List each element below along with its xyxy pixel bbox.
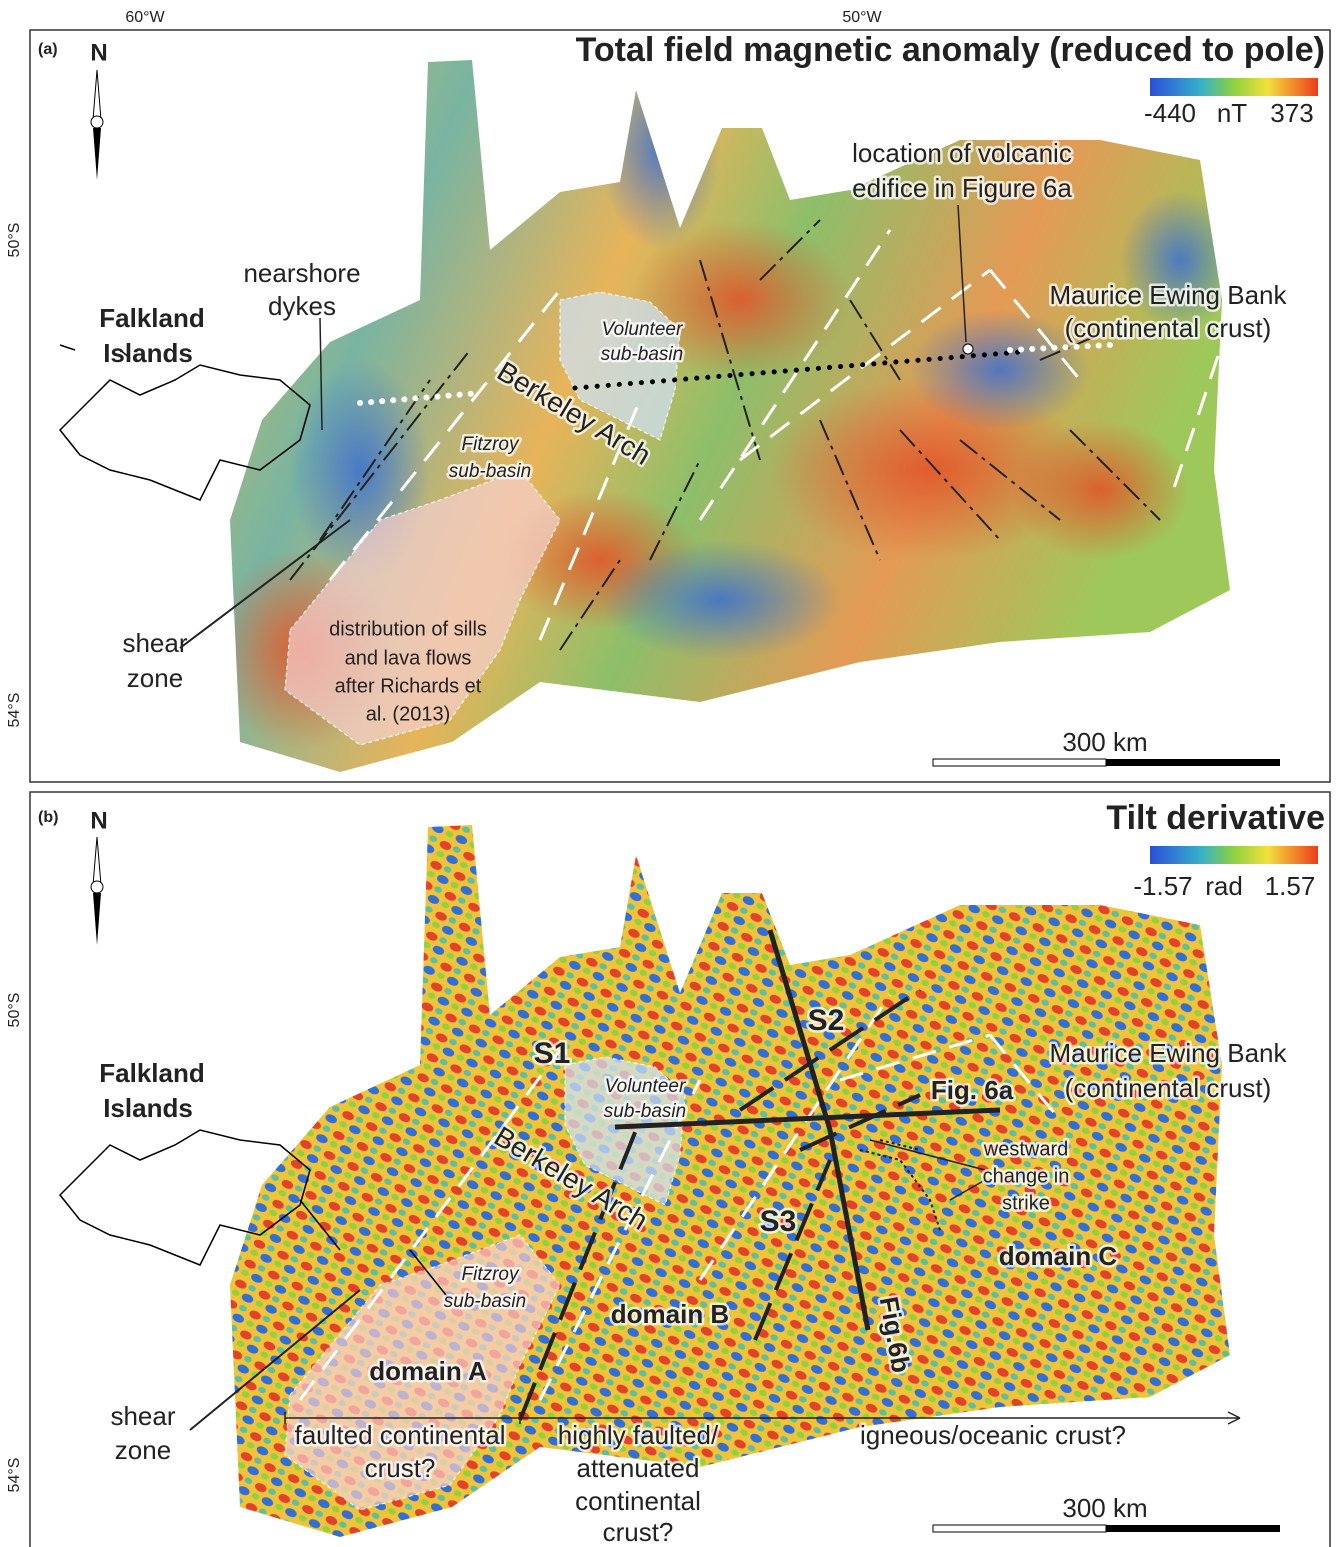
- colorbar-max: 373: [1270, 98, 1313, 128]
- annotation: crust?: [365, 1453, 436, 1483]
- anomaly-map: [1010, 420, 1190, 560]
- annotation: Volunteer: [605, 1076, 686, 1097]
- annotation: strike: [1002, 1192, 1050, 1214]
- annotation: crust?: [603, 1517, 674, 1547]
- north-arrow: [91, 116, 103, 128]
- segment-label: S1: [534, 1037, 571, 1070]
- annotation: zone: [127, 663, 183, 693]
- colorbar-min: -440: [1144, 98, 1196, 128]
- annotation: zone: [115, 1435, 171, 1465]
- annotation: shear: [122, 628, 187, 658]
- annotation: change in: [983, 1165, 1070, 1187]
- scale-bar: [933, 1525, 1106, 1532]
- figure: 60°W 50°W 50°S 54°S 50°S 54°S (a) N Tota…: [0, 0, 1338, 1547]
- annotation: Volunteer: [602, 319, 683, 340]
- annotation: Maurice Ewing Bank: [1050, 280, 1288, 310]
- panel-a: (a) N Total field magnetic anomaly (redu…: [30, 30, 1330, 782]
- annotation: al. (2013): [366, 703, 451, 725]
- annotation: Fitzroy: [462, 434, 521, 455]
- profile-label: Fig. 6a: [931, 1075, 1014, 1105]
- annotation: Fitzroy: [462, 1264, 521, 1285]
- panel-b: (b) N Tilt derivative -1.57 rad 1.57 Fal…: [30, 792, 1330, 1547]
- place-label: Falkland: [99, 303, 204, 333]
- colorbar-unit: nT: [1217, 98, 1247, 128]
- place-label: Islands: [103, 338, 193, 368]
- anomaly-map: [600, 540, 840, 660]
- lon-label: 50°W: [842, 9, 882, 26]
- annotation: after Richards et: [335, 675, 482, 697]
- panel-label: (b): [38, 809, 58, 826]
- domain-label: domain B: [611, 1299, 729, 1329]
- annotation: shear: [110, 1401, 175, 1431]
- volcanic-edifice: [963, 344, 973, 354]
- annotation: igneous/oceanic crust?: [860, 1420, 1126, 1450]
- annotation: Maurice Ewing Bank: [1050, 1038, 1288, 1068]
- north-label: N: [90, 39, 107, 66]
- north-arrow: [91, 881, 103, 893]
- annotation: distribution of sills: [329, 618, 487, 640]
- anomaly-map: [910, 310, 1090, 430]
- annotation: sub-basin: [604, 1101, 686, 1122]
- panel-label: (a): [38, 41, 58, 58]
- scale-bar: [1106, 759, 1280, 766]
- domain-label: domain A: [369, 1356, 487, 1386]
- colorbar-min: -1.57: [1133, 871, 1192, 901]
- panel-title: Tilt derivative: [1106, 799, 1325, 837]
- annotation: sub-basin: [444, 1291, 526, 1312]
- scale-bar-label: 300 km: [1062, 1493, 1147, 1523]
- annotation: and lava flows: [345, 647, 472, 669]
- lon-label: 60°W: [125, 9, 165, 26]
- annotation: sub-basin: [449, 461, 531, 482]
- lat-label: 50°S: [6, 993, 23, 1028]
- panel-title: Total field magnetic anomaly (reduced to…: [576, 31, 1325, 69]
- lat-label: 50°S: [6, 223, 23, 258]
- annotation: westward: [983, 1138, 1068, 1160]
- scale-bar: [1106, 1525, 1280, 1532]
- annotation: highly faulted/: [558, 1420, 719, 1450]
- annotation: attenuated: [577, 1453, 700, 1483]
- lat-label: 54°S: [6, 693, 23, 728]
- north-label: N: [90, 807, 107, 834]
- annotation: dykes: [268, 291, 336, 321]
- scale-bar-label: 300 km: [1062, 727, 1147, 757]
- colorbar: [1150, 78, 1318, 96]
- annotation: (continental crust): [1065, 1073, 1272, 1103]
- colorbar-unit: rad: [1205, 871, 1243, 901]
- domain-label: domain C: [999, 1241, 1118, 1271]
- segment-label: S2: [808, 1004, 845, 1037]
- colorbar: [1150, 846, 1318, 864]
- segment-label: S3: [760, 1205, 797, 1238]
- annotation: location of volcanic: [852, 138, 1072, 168]
- place-label: Islands: [103, 1093, 193, 1123]
- annotation: nearshore: [243, 258, 360, 288]
- annotation: edifice in Figure 6a: [852, 173, 1072, 203]
- annotation: sub-basin: [601, 344, 683, 365]
- annotation: faulted continental: [294, 1420, 505, 1450]
- annotation: continental: [575, 1486, 701, 1516]
- place-label: Falkland: [99, 1058, 204, 1088]
- lat-label: 54°S: [6, 1458, 23, 1493]
- scale-bar: [933, 759, 1106, 766]
- colorbar-max: 1.57: [1265, 871, 1316, 901]
- annotation: (continental crust): [1065, 313, 1272, 343]
